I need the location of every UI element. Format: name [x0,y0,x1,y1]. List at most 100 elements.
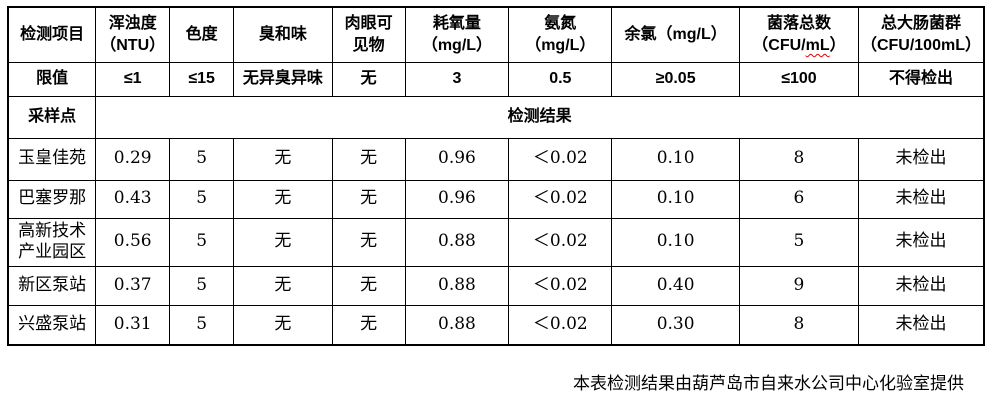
header-line: 肉眼可 [344,15,393,33]
site-name-cell: 玉皇佳苑 [7,137,97,181]
limit-row: 限值 ≤1 ≤15 无异臭异味 无 3 0.5 ≥0.05 ≤100 不得检出 [7,61,985,97]
result-value-cell: 未检出 [857,137,985,181]
site-name-cell: 高新技术产业园区 [7,217,97,267]
result-value-cell: 未检出 [857,265,985,306]
result-value-cell: 5 [169,265,235,306]
limit-row-label: 限值 [7,61,97,97]
result-value-cell: ＜0.02 [508,265,613,306]
table-row: 兴盛泵站 0.31 5 无 无 0.88 ＜0.02 0.30 8 未检出 [7,304,985,346]
result-value-cell: 无 [233,179,333,219]
result-span-label: 检测结果 [95,95,985,139]
result-value-cell: 0.37 [95,265,171,306]
header-line: 余氯（mg/L） [624,25,727,43]
result-value-cell: 未检出 [857,304,985,346]
result-value-cell: 0.31 [95,304,171,346]
site-name-cell: 兴盛泵站 [7,304,97,346]
header-unit: （mg/L） [525,36,596,54]
result-value-cell: 未检出 [857,217,985,267]
result-value-cell: 无 [233,265,333,306]
table-row: 巴塞罗那 0.43 5 无 无 0.96 ＜0.02 0.10 6 未检出 [7,179,985,219]
col-header-total-coliform: 总大肠菌群 （CFU/100mL） [857,6,985,63]
result-value-cell: 0.29 [95,137,171,181]
col-header-ammonia-nitrogen: 氨氮 （mg/L） [508,6,613,63]
limit-value-cell: ≥0.05 [611,61,741,97]
table-row: 新区泵站 0.37 5 无 无 0.88 ＜0.02 0.40 9 未检出 [7,265,985,306]
source-attribution-note: 本表检测结果由葫芦岛市自来水公司中心化验室提供 [573,374,964,394]
site-name-cell: 巴塞罗那 [7,179,97,219]
result-value-cell: 0.56 [95,217,171,267]
header-line: 耗氧量 [432,15,481,33]
header-line: 浑浊度 [108,15,157,33]
limit-value-cell: 不得检出 [857,61,985,97]
water-quality-table: 检测项目 浑浊度 （NTU） 色度 臭和味 肉眼可 见物 耗氧量 （mg/L） … [7,6,985,346]
result-value-cell: 0.96 [404,179,510,219]
result-value-cell: 无 [331,179,406,219]
result-value-cell: 0.30 [611,304,741,346]
unit-suffix: ） [829,36,846,54]
table-row: 玉皇佳苑 0.29 5 无 无 0.96 ＜0.02 0.10 8 未检出 [7,137,985,181]
col-header-turbidity: 浑浊度 （NTU） [95,6,171,63]
spellcheck-squiggle-text: mL [805,36,830,54]
sampling-row-label: 采样点 [7,95,97,139]
result-value-cell: 0.10 [611,217,741,267]
result-value-cell: ＜0.02 [508,304,613,346]
limit-value-cell: ≤1 [95,61,171,97]
result-value-cell: 5 [739,217,859,267]
header-line: 臭和味 [258,25,307,43]
header-line: 检测项目 [20,25,85,43]
header-line: 菌落总数 [766,15,831,33]
header-unit: （CFU/mL） [742,35,856,57]
result-value-cell: 未检出 [857,179,985,219]
limit-value-cell: 0.5 [508,61,613,97]
header-unit: （CFU/100mL） [860,36,981,54]
col-header-item: 检测项目 [7,6,97,63]
result-value-cell: 5 [169,137,235,181]
site-name-cell: 新区泵站 [7,265,97,306]
result-value-cell: 无 [233,304,333,346]
header-line: 见物 [352,36,385,54]
result-value-cell: 无 [331,304,406,346]
limit-value-cell: 3 [404,61,510,97]
col-header-odor-taste: 臭和味 [233,6,333,63]
limit-value-cell: 无 [331,61,406,97]
result-value-cell: 0.10 [611,179,741,219]
unit-prefix: （CFU/ [752,36,806,54]
result-value-cell: ＜0.02 [508,137,613,181]
limit-value-cell: ≤15 [169,61,235,97]
result-value-cell: 5 [169,179,235,219]
limit-value-cell: 无异臭异味 [233,61,333,97]
result-value-cell: 0.43 [95,179,171,219]
col-header-oxygen-consumption: 耗氧量 （mg/L） [404,6,510,63]
result-value-cell: ＜0.02 [508,179,613,219]
result-value-cell: 5 [169,304,235,346]
col-header-residual-chlorine: 余氯（mg/L） [611,6,741,63]
result-value-cell: 6 [739,179,859,219]
result-value-cell: 0.10 [611,137,741,181]
result-value-cell: 8 [739,304,859,346]
header-row: 检测项目 浑浊度 （NTU） 色度 臭和味 肉眼可 见物 耗氧量 （mg/L） … [7,6,985,63]
result-value-cell: 无 [233,137,333,181]
header-line: 总大肠菌群 [880,15,961,33]
result-value-cell: 0.40 [611,265,741,306]
header-unit: （NTU） [100,36,166,54]
col-header-colony-count: 菌落总数 （CFU/mL） [739,6,859,63]
result-value-cell: 8 [739,137,859,181]
result-value-cell: 9 [739,265,859,306]
table-row: 高新技术产业园区 0.56 5 无 无 0.88 ＜0.02 0.10 5 未检… [7,217,985,267]
col-header-visible-matter: 肉眼可 见物 [331,6,406,63]
header-line: 氨氮 [544,15,577,33]
header-unit: （mg/L） [421,36,493,54]
result-value-cell: 0.96 [404,137,510,181]
result-value-cell: 0.88 [404,217,510,267]
header-line: 色度 [185,25,218,43]
limit-value-cell: ≤100 [739,61,859,97]
result-value-cell: 5 [169,217,235,267]
result-value-cell: 无 [331,137,406,181]
result-value-cell: 0.88 [404,304,510,346]
result-value-cell: 0.88 [404,265,510,306]
sampling-point-row: 采样点 检测结果 [7,95,985,139]
result-value-cell: 无 [233,217,333,267]
result-value-cell: ＜0.02 [508,217,613,267]
col-header-color: 色度 [169,6,235,63]
